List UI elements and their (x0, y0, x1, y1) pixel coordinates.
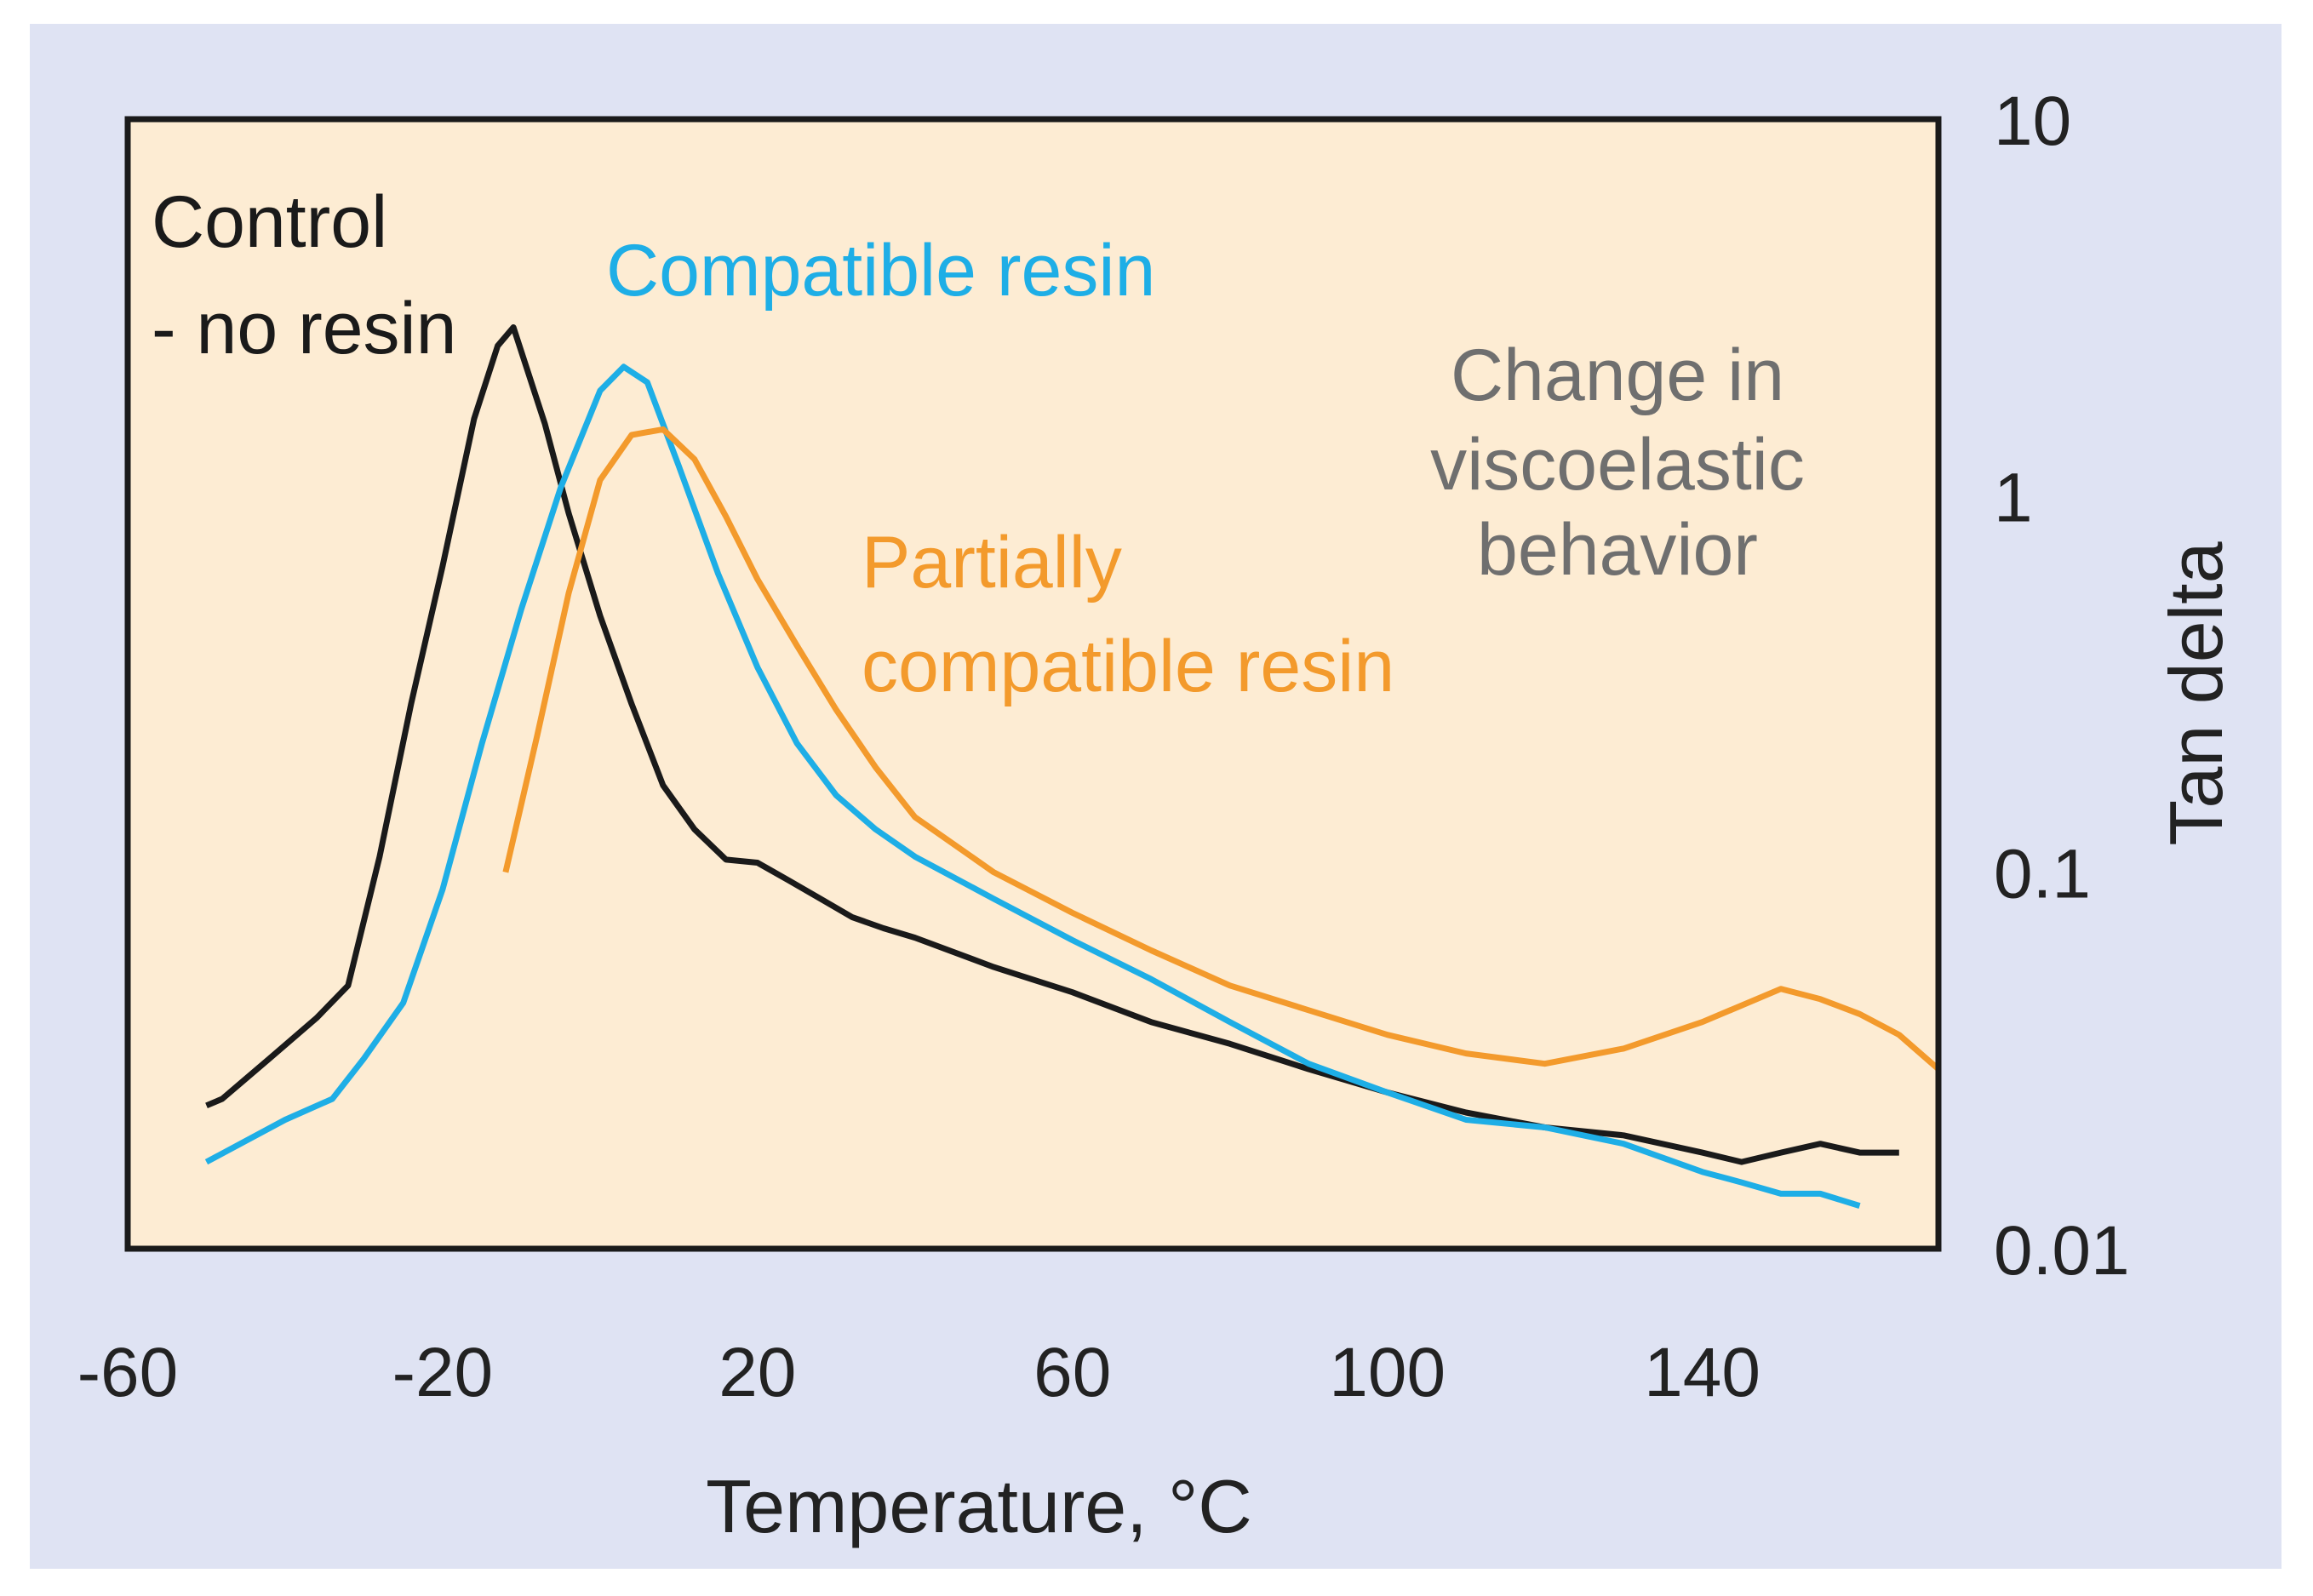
y-tick-label: 0.1 (1994, 836, 2091, 913)
x-tick-label: 20 (719, 1334, 796, 1411)
x-tick-label: -20 (392, 1334, 494, 1411)
note-line-3: behavior (1477, 509, 1758, 591)
x-tick-label: -60 (77, 1334, 179, 1411)
x-axis-title: Temperature, °C (706, 1464, 1252, 1548)
series-line-partial (502, 426, 1941, 1072)
note-line-2: viscoelastic (1430, 424, 1805, 506)
partial-resin-label-line-1: Partially (862, 522, 1122, 604)
x-tick-label: 100 (1329, 1334, 1446, 1411)
plot-area (128, 119, 1938, 1249)
series-layer (204, 324, 1941, 1209)
partial-resin-label-line-2: compatible resin (862, 626, 1394, 707)
x-tick-labels: -60 -20 20 60 100 140 (77, 1334, 1761, 1411)
x-tick-label: 140 (1644, 1334, 1761, 1411)
y-tick-labels: 10 1 0.1 0.01 (1994, 83, 2130, 1290)
plot-frame (124, 116, 1942, 1252)
y-axis-title: Tan delta (2154, 541, 2238, 845)
x-tick-label: 60 (1033, 1334, 1111, 1411)
series-line-control (205, 324, 1899, 1165)
y-tick-label: 0.01 (1994, 1212, 2130, 1290)
compatible-resin-label: Compatible resin (606, 230, 1155, 312)
control-label-line-1: Control (152, 181, 387, 263)
control-label-line-2: - no resin (152, 288, 457, 369)
y-tick-label: 1 (1994, 459, 2033, 536)
series-line-compatible (204, 363, 1861, 1209)
y-tick-label: 10 (1994, 83, 2071, 160)
note-line-1: Change in (1451, 335, 1784, 416)
